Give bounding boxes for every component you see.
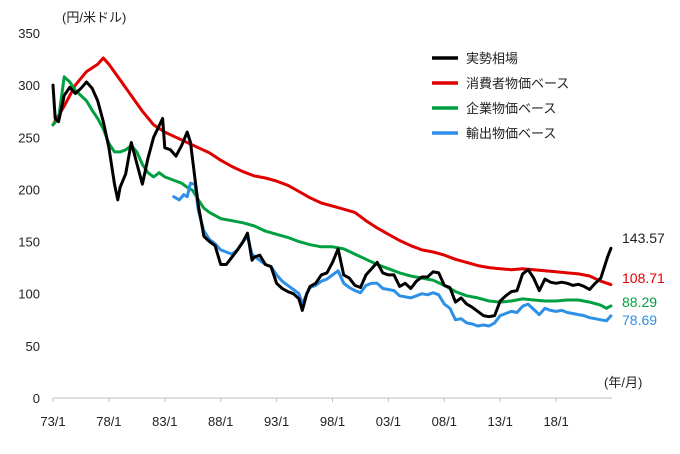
y-axis-label: (円/米ドル) [62,10,126,25]
x-tick-label: 98/1 [320,414,345,429]
y-tick-label: 300 [18,78,40,93]
end-label-1: 108.71 [622,270,665,286]
end-label-0: 143.57 [622,230,665,246]
y-tick-label: 100 [18,287,40,302]
y-tick-label: 50 [26,339,40,354]
x-tick-label: 18/1 [543,414,568,429]
legend-label: 消費者物価ベース [466,76,569,91]
legend-label: 企業物価ベース [466,101,556,116]
x-tick-label: 83/1 [152,414,177,429]
x-axis-label: (年/月) [604,375,642,390]
x-tick-labels: 73/1 78/1 83/1 88/1 93/1 98/1 03/1 08/1 13/1 18/1 [40,398,569,429]
series-end-labels: 143.57 108.71 88.29 78.69 [622,230,665,328]
y-tick-label: 250 [18,130,40,145]
y-tick-labels: 0 50 100 150 200 250 300 350 [18,26,40,406]
end-label-2: 88.29 [622,294,657,310]
series-line-0 [51,80,613,319]
x-tick-label: 88/1 [208,414,233,429]
end-label-3: 78.69 [622,312,657,328]
legend-label: 輸出物価ベース [466,126,556,141]
x-tick-label: 93/1 [264,414,289,429]
series-line-3 [172,181,613,328]
x-tick-label: 73/1 [40,414,65,429]
x-tick-label: 78/1 [96,414,121,429]
y-tick-label: 0 [33,391,40,406]
legend-label: 実勢相場 [466,51,518,66]
series-line-2 [51,75,613,310]
y-tick-label: 200 [18,182,40,197]
series-line-1 [51,56,613,287]
y-tick-label: 350 [18,26,40,41]
y-tick-label: 150 [18,235,40,250]
x-tick-label: 03/1 [376,414,401,429]
series-lines [51,56,613,328]
x-tick-label: 08/1 [432,414,457,429]
x-tick-label: 13/1 [488,414,513,429]
